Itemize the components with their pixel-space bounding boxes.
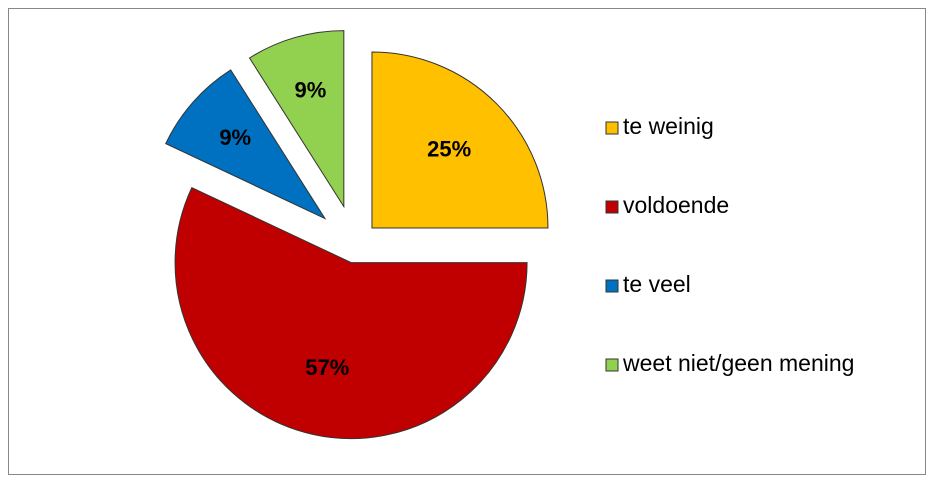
legend-swatch <box>605 279 619 293</box>
legend-swatch <box>605 200 619 214</box>
pie-slice <box>371 51 549 229</box>
value-label: 9% <box>219 125 251 150</box>
legend-swatch <box>605 358 619 372</box>
chart-border <box>8 8 926 475</box>
pie-slice <box>174 186 528 440</box>
pie-slice <box>165 69 327 220</box>
legend-label: weet niet/geen mening <box>622 350 854 376</box>
legend-label: te veel <box>623 271 691 297</box>
legend-label: te weinig <box>623 113 714 139</box>
value-label: 9% <box>295 77 327 102</box>
value-label: 25% <box>427 137 471 162</box>
pie-slice <box>248 30 345 209</box>
legend-label: voldoende <box>623 192 729 218</box>
legend-swatch <box>605 121 619 135</box>
value-label: 57% <box>305 355 349 380</box>
